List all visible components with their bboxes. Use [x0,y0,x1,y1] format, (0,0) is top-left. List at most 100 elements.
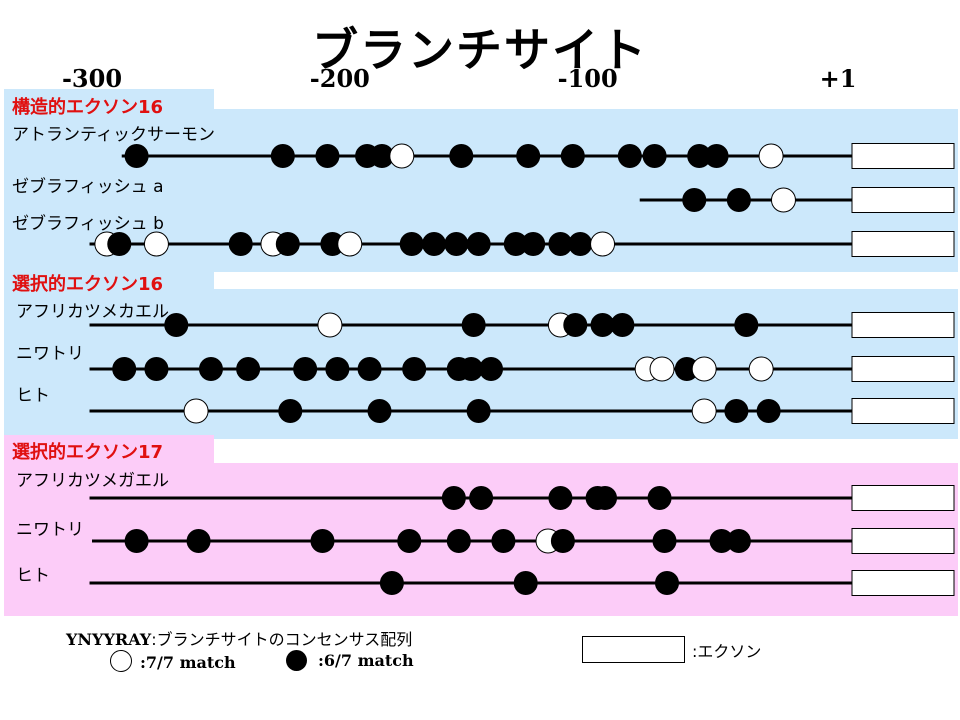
branch-site-6of7-marker [357,357,382,381]
branch-site-6of7-marker [124,529,149,553]
branch-site-6of7-marker [228,232,253,256]
section-tab-alternative-17 [4,435,214,463]
branch-site-6of7-marker [112,357,137,381]
section-title: 構造的エクソン16 [12,97,164,118]
branch-site-6of7-marker [466,399,491,423]
branch-site-6of7-marker [654,571,679,595]
branch-site-6of7-marker [459,357,484,381]
species-label: アトランティックサーモン [12,125,215,145]
exon-box [851,231,955,257]
branch-site-6of7-marker [548,486,573,510]
exon-box [851,356,955,382]
branch-site-6of7-marker [367,399,392,423]
legend-white-label: :7/7 match [140,653,236,672]
branch-site-6of7-marker [550,529,575,553]
branch-site-7of7-marker [691,398,717,424]
branch-site-6of7-marker [310,529,335,553]
branch-site-6of7-marker [647,486,672,510]
branch-site-6of7-marker [270,144,295,168]
branch-site-7of7-marker [143,231,169,257]
branch-site-6of7-marker [449,144,474,168]
branch-site-6of7-marker [610,313,635,337]
branch-site-6of7-marker [756,399,781,423]
branch-site-6of7-marker [469,486,494,510]
exon-box [851,485,955,511]
branch-site-6of7-marker [198,357,223,381]
legend-white-circle-icon [110,650,132,672]
branch-site-6of7-marker [315,144,340,168]
legend-consensus-description: :ブランチサイトのコンセンサス配列 [151,630,413,649]
branch-site-6of7-marker [682,188,707,212]
branch-site-7of7-marker [183,398,209,424]
branch-site-6of7-marker [144,357,169,381]
branch-site-6of7-marker [513,571,538,595]
branch-site-6of7-marker [466,232,491,256]
branch-site-6of7-marker [726,188,751,212]
branch-site-6of7-marker [687,144,712,168]
branch-site-6of7-marker [724,399,749,423]
axis-tick-label: +1 [819,64,857,93]
species-label: ヒト [16,566,50,586]
branch-site-6of7-marker [446,529,471,553]
section-title: 選択的エクソン16 [12,274,164,295]
branch-site-7of7-marker [770,187,796,213]
species-label: アフリカツメガエル [16,471,169,491]
branch-site-6of7-marker [461,313,486,337]
legend-exon-box-icon [582,636,685,663]
branch-site-6of7-marker [704,144,729,168]
branch-site-6of7-marker [674,357,699,381]
branch-site-6of7-marker [444,232,469,256]
branch-site-6of7-marker [369,144,394,168]
branch-site-6of7-marker [726,529,751,553]
branch-site-7of7-marker [337,231,363,257]
branch-site-6of7-marker [568,232,593,256]
legend-black-label: :6/7 match [318,651,414,670]
branch-site-6of7-marker [278,399,303,423]
exon-box [851,528,955,554]
legend-consensus: YNYYRAY:ブランチサイトのコンセンサス配列 [66,626,412,650]
branch-site-6of7-marker [516,144,541,168]
branch-site-6of7-marker [548,232,573,256]
branch-site-6of7-marker [491,529,516,553]
species-label: アフリカツメカエル [16,302,169,322]
axis-tick-label: -200 [309,64,370,93]
branch-site-6of7-marker [124,144,149,168]
exon-box [851,143,955,169]
branch-site-6of7-marker [563,313,588,337]
branch-site-7of7-marker [649,356,675,382]
branch-site-7of7-marker [389,143,415,169]
branch-site-6of7-marker [590,313,615,337]
branch-site-6of7-marker [186,529,211,553]
species-label: ゼブラフィッシュ a [12,177,164,197]
branch-site-6of7-marker [397,529,422,553]
branch-site-6of7-marker [325,357,350,381]
branch-site-6of7-marker [399,232,424,256]
branch-site-6of7-marker [593,486,618,510]
branch-site-6of7-marker [275,232,300,256]
branch-site-6of7-marker [652,529,677,553]
branch-site-6of7-marker [293,357,318,381]
branch-site-6of7-marker [617,144,642,168]
species-label: ゼブラフィッシュ b [12,214,164,234]
species-label: ニワトリ [16,520,84,540]
branch-site-6of7-marker [479,357,504,381]
branch-site-7of7-marker [590,231,616,257]
branch-site-6of7-marker [642,144,667,168]
legend-consensus-sequence: YNYYRAY [66,630,152,649]
branch-site-6of7-marker [402,357,427,381]
exon-box [851,398,955,424]
branch-site-6of7-marker [521,232,546,256]
exon-box [851,570,955,596]
branch-site-6of7-marker [422,232,447,256]
legend-exon-label: :エクソン [692,642,762,661]
branch-site-6of7-marker [441,486,466,510]
section-title: 選択的エクソン17 [12,442,164,463]
branch-site-6of7-marker [503,232,528,256]
branch-site-6of7-marker [709,529,734,553]
section-tab-alternative-16 [4,265,214,289]
branch-site-6of7-marker [379,571,404,595]
branch-site-6of7-marker [164,313,189,337]
branch-site-6of7-marker [107,232,132,256]
branch-site-7of7-marker [317,312,343,338]
